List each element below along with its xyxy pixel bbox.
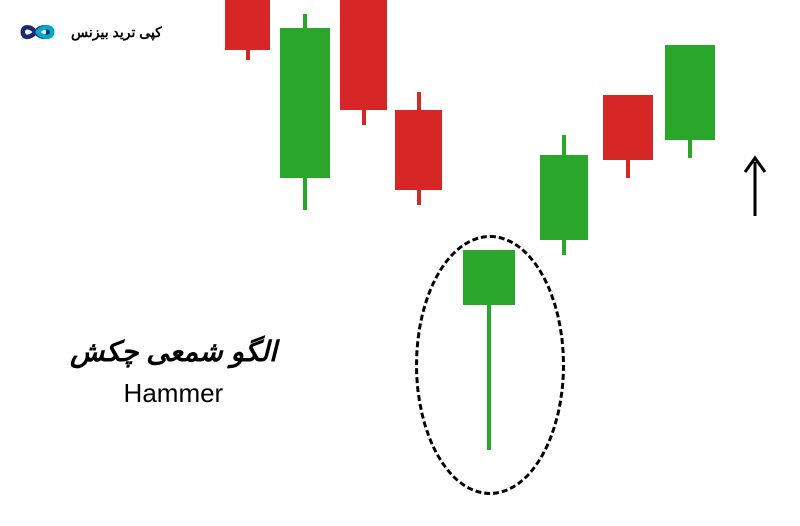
candle-7 (665, 0, 715, 526)
pattern-title-fa: الگو شمعی چکش (70, 335, 277, 368)
candle-6 (603, 0, 653, 526)
pattern-title-en: Hammer (70, 378, 277, 409)
chart-canvas: { "logo": { "text": "کپی ترید بیزنس", "c… (0, 0, 800, 526)
candle-body (603, 95, 653, 160)
candle-body (540, 155, 588, 240)
candle-0 (225, 0, 270, 526)
pattern-label: الگو شمعی چکش Hammer (70, 335, 277, 409)
candle-body (665, 45, 715, 140)
candle-body (395, 110, 442, 190)
infinity-icon (10, 15, 65, 50)
candle-body (340, 0, 387, 110)
brand-logo: کپی ترید بیزنس (10, 15, 162, 50)
candle-1 (280, 0, 330, 526)
brand-name: کپی ترید بیزنس (71, 24, 162, 41)
up-arrow-icon (740, 150, 770, 225)
hammer-highlight-ellipse (415, 235, 565, 495)
candle-body (280, 28, 330, 178)
candle-2 (340, 0, 387, 526)
candle-body (225, 0, 270, 50)
